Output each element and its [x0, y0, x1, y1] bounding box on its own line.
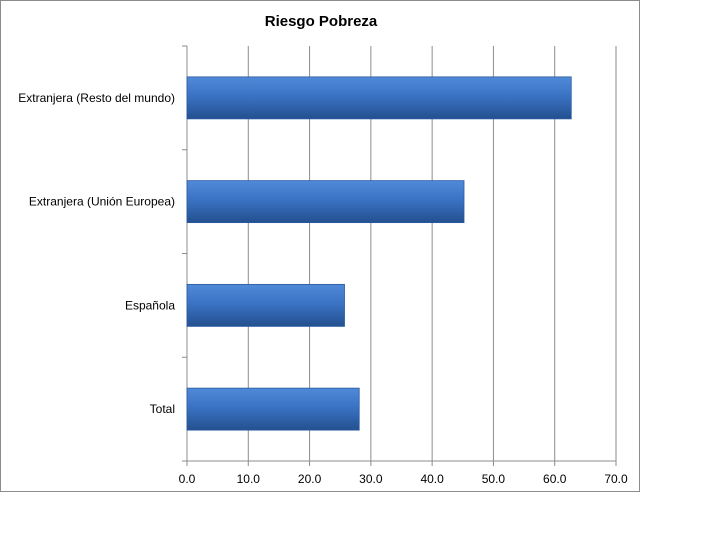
x-tick-label: 0.0 — [179, 472, 196, 486]
x-tick-label: 10.0 — [237, 472, 261, 486]
bar — [186, 180, 465, 224]
x-tick-label: 50.0 — [482, 472, 506, 486]
bar — [186, 387, 360, 431]
chart-title: Riesgo Pobreza — [264, 13, 378, 30]
x-tick-label: 70.0 — [604, 472, 628, 486]
y-category-label: Española — [125, 298, 175, 312]
y-category-label: Extranjera (Unión Europea) — [29, 195, 175, 209]
bar — [186, 76, 572, 120]
y-category-label: Extranjera (Resto del mundo) — [18, 91, 175, 105]
x-tick-label: 30.0 — [359, 472, 383, 486]
x-tick-label: 40.0 — [420, 472, 444, 486]
x-tick-label: 60.0 — [543, 472, 567, 486]
y-category-label: Total — [150, 402, 175, 416]
x-tick-label: 20.0 — [298, 472, 322, 486]
bar — [186, 283, 345, 327]
